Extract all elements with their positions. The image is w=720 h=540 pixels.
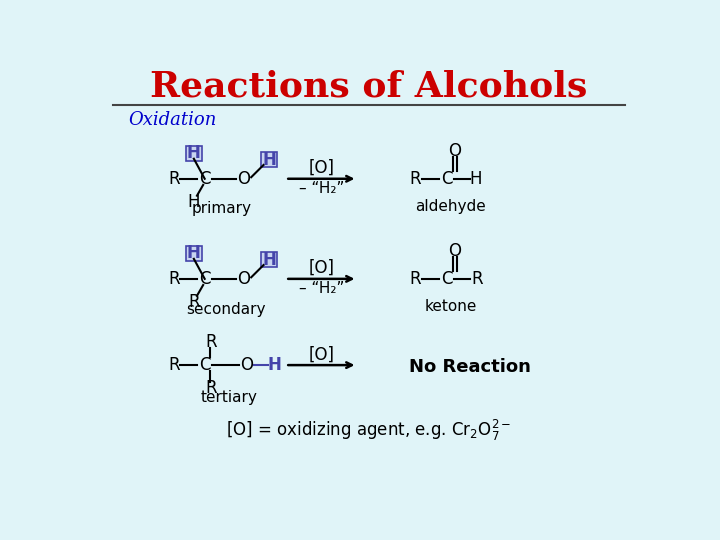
Text: primary: primary — [192, 200, 252, 215]
Text: tertiary: tertiary — [201, 390, 258, 405]
Text: H: H — [262, 151, 276, 168]
Text: R: R — [410, 170, 421, 188]
Text: R: R — [188, 293, 199, 311]
Text: H: H — [188, 193, 200, 211]
Text: R: R — [168, 270, 179, 288]
Text: Oxidation: Oxidation — [129, 111, 217, 129]
Text: [O]: [O] — [308, 159, 334, 177]
Text: C: C — [199, 356, 210, 374]
Text: – “H₂”: – “H₂” — [299, 281, 344, 296]
Text: R: R — [410, 270, 421, 288]
Text: C: C — [441, 270, 452, 288]
Text: O: O — [237, 170, 250, 188]
FancyBboxPatch shape — [261, 152, 276, 167]
Text: – “H₂”: – “H₂” — [299, 181, 344, 196]
Text: No Reaction: No Reaction — [409, 359, 531, 376]
Text: O: O — [237, 270, 250, 288]
Text: C: C — [199, 270, 210, 288]
Text: O: O — [448, 142, 461, 160]
Text: [O]: [O] — [308, 345, 334, 363]
Text: [O]: [O] — [308, 259, 334, 277]
Text: R: R — [168, 170, 179, 188]
Text: H: H — [187, 144, 201, 163]
Text: O: O — [240, 356, 253, 374]
Text: H: H — [268, 356, 282, 374]
Text: O: O — [448, 242, 461, 260]
Text: R: R — [472, 270, 483, 288]
FancyBboxPatch shape — [186, 246, 202, 261]
Text: C: C — [441, 170, 452, 188]
Text: H: H — [262, 251, 276, 268]
Text: H: H — [187, 245, 201, 262]
FancyBboxPatch shape — [261, 252, 276, 267]
Text: R: R — [206, 333, 217, 351]
Text: Reactions of Alcohols: Reactions of Alcohols — [150, 69, 588, 103]
Text: R: R — [168, 356, 179, 374]
FancyBboxPatch shape — [186, 146, 202, 161]
Text: secondary: secondary — [186, 302, 266, 317]
Text: ketone: ketone — [424, 299, 477, 314]
Text: H: H — [469, 170, 482, 188]
Text: aldehyde: aldehyde — [415, 199, 486, 214]
Text: [O] = oxidizing agent, e.g. Cr$_2$O$_7^{2-}$: [O] = oxidizing agent, e.g. Cr$_2$O$_7^{… — [226, 418, 512, 443]
Text: C: C — [199, 170, 210, 188]
Text: R: R — [206, 379, 217, 397]
